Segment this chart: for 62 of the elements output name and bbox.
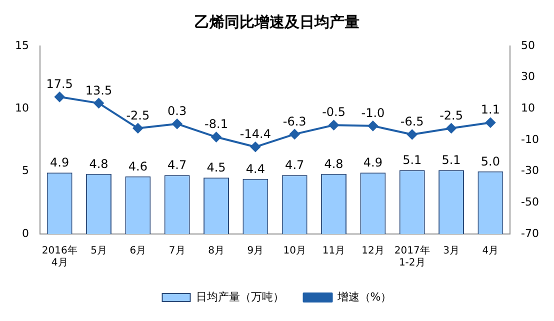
y2-tick-label: -30 xyxy=(521,164,539,178)
data-label: -6.3 xyxy=(282,114,306,128)
data-label: 4.4 xyxy=(246,162,265,176)
data-label: -6.5 xyxy=(400,114,424,129)
data-label: 4.8 xyxy=(89,156,108,171)
x-tick-label: 12月 xyxy=(362,246,384,257)
x-tick-label: 5月 xyxy=(90,246,107,257)
x-tick-label: 6月 xyxy=(130,246,146,257)
x-tick-label: 9月 xyxy=(247,246,264,257)
data-label: 0.3 xyxy=(168,104,187,118)
data-label: 4.8 xyxy=(324,156,344,171)
data-label: -2.5 xyxy=(126,108,150,122)
y2-tick-label: -70 xyxy=(521,226,539,240)
data-label: 4.7 xyxy=(285,158,304,172)
point xyxy=(368,120,378,131)
point xyxy=(485,118,496,128)
y-tick-label: 0 xyxy=(22,226,29,240)
data-label: -2.5 xyxy=(440,108,463,122)
point xyxy=(446,123,456,134)
y2-tick-label: 50 xyxy=(521,38,536,52)
data-label: -14.4 xyxy=(240,127,271,142)
data-label: 5.1 xyxy=(442,153,461,168)
data-label: -8.1 xyxy=(204,117,228,132)
x-tick-label: 4月 xyxy=(482,246,499,257)
x-tick-label: 8月 xyxy=(208,246,224,257)
x-tick-label: 7月 xyxy=(168,246,186,257)
point xyxy=(132,123,143,134)
point xyxy=(211,132,222,142)
x-tick-label: 2016年 4月 xyxy=(42,244,78,269)
data-label: 4.6 xyxy=(128,159,148,174)
x-tick-label: 3月 xyxy=(443,246,460,257)
point xyxy=(94,98,104,108)
data-label: 4.9 xyxy=(363,156,382,170)
chart-title: 乙烯同比增速及日均产量 xyxy=(194,12,360,31)
y2-tick-label: 30 xyxy=(521,70,536,84)
point xyxy=(54,92,65,102)
x-tick-label: 10月 xyxy=(283,246,306,257)
y2-tick-label: -10 xyxy=(521,132,539,146)
point xyxy=(290,129,300,140)
data-label: 4.7 xyxy=(168,158,187,172)
data-label: 13.5 xyxy=(85,83,112,98)
data-label: 1.1 xyxy=(480,102,500,117)
y-tick-label: 15 xyxy=(14,38,29,52)
y2-tick-label: 10 xyxy=(521,102,536,115)
x-tick-label: 2017年 1-2月 xyxy=(394,244,430,269)
legend-label: 日均产量（万吨） xyxy=(196,290,284,304)
point xyxy=(172,118,182,129)
legend-label: 增速（%） xyxy=(336,290,392,304)
point xyxy=(250,142,260,152)
point xyxy=(328,120,339,130)
y2-tick-label: -50 xyxy=(521,196,539,209)
data-label: 5.0 xyxy=(480,154,500,168)
data-label: -1.0 xyxy=(361,106,385,120)
point xyxy=(407,130,418,140)
data-label: 5.1 xyxy=(402,153,422,168)
data-label: 4.5 xyxy=(206,160,226,175)
y-tick-label: 10 xyxy=(14,102,29,115)
data-label: -0.5 xyxy=(322,105,346,120)
x-tick-label: 11月 xyxy=(322,246,346,257)
y-tick-label: 5 xyxy=(22,164,29,178)
data-label: 17.5 xyxy=(46,77,73,92)
data-label: 4.9 xyxy=(50,156,70,170)
